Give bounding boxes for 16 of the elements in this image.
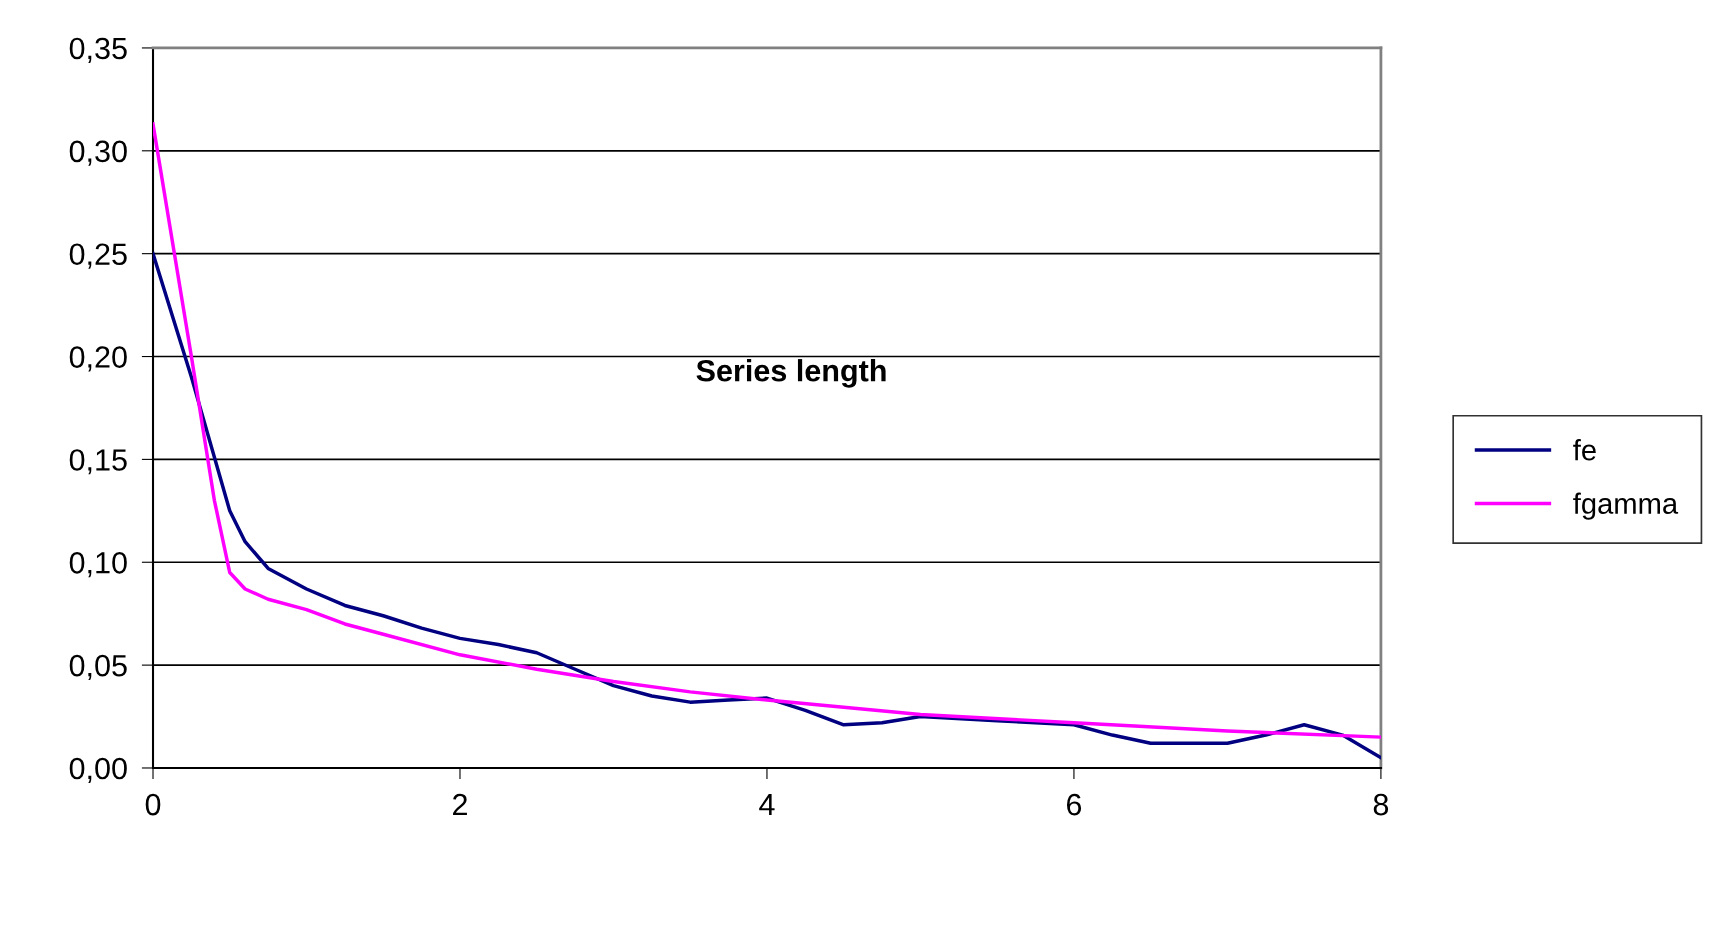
y-tick-label: 0,05 <box>69 654 127 681</box>
x-tick-label: 2 <box>453 793 467 816</box>
x-tick-label: 8 <box>1373 793 1389 816</box>
y-tick-label: 0,00 <box>69 757 127 783</box>
y-tick-label: 0,15 <box>69 449 127 475</box>
y-tick-label: 0,25 <box>69 243 127 269</box>
y-tick-label: 0,35 <box>69 37 127 63</box>
legend-label: fe <box>1573 439 1596 461</box>
x-tick-label: 4 <box>759 794 775 816</box>
legend-label: fgamma <box>1573 492 1679 520</box>
y-tick-label: 0,30 <box>69 140 127 166</box>
x-tick-label: 0 <box>145 793 161 816</box>
x-tick-label: 6 <box>1066 793 1082 816</box>
y-tick-label: 0,20 <box>69 346 127 372</box>
text: Series length <box>696 359 886 388</box>
y-tick-label: 0,10 <box>69 551 127 578</box>
